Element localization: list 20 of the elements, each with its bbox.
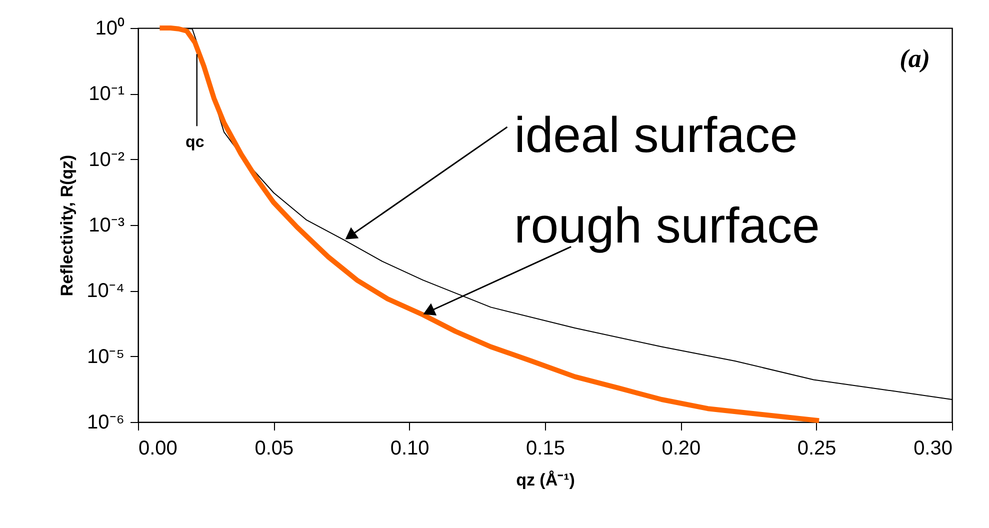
annotation: (a) (900, 44, 930, 73)
y-tick-label: 10⁻⁶ (87, 412, 124, 434)
y-tick-label: 10⁻¹ (88, 83, 125, 106)
x-tick-label: 0.30 (914, 438, 952, 460)
annotation: ideal surface (514, 107, 798, 164)
x-tick-label: 0.00 (138, 438, 178, 460)
y-tick-label: 10⁰ (95, 16, 124, 40)
y-axis-title: Reflectivity, R(qz) (58, 154, 77, 296)
x-tick-label: 0.25 (797, 438, 836, 460)
x-tick-label: 0.20 (662, 438, 701, 460)
x-axis-title: qz (Å⁻¹) (516, 470, 575, 490)
y-tick-label: 10⁻³ (88, 214, 125, 236)
y-tick-label: 10⁻⁴ (86, 280, 124, 302)
y-tick-label: 10⁻² (88, 148, 125, 171)
x-tick-label: 0.15 (526, 438, 565, 460)
x-tick-label: 0.10 (390, 438, 430, 460)
x-tick-label: 0.05 (254, 438, 294, 460)
annotation: rough surface (514, 198, 820, 254)
y-tick-label: 10⁻⁵ (86, 346, 124, 368)
annotation: qc (186, 134, 204, 152)
